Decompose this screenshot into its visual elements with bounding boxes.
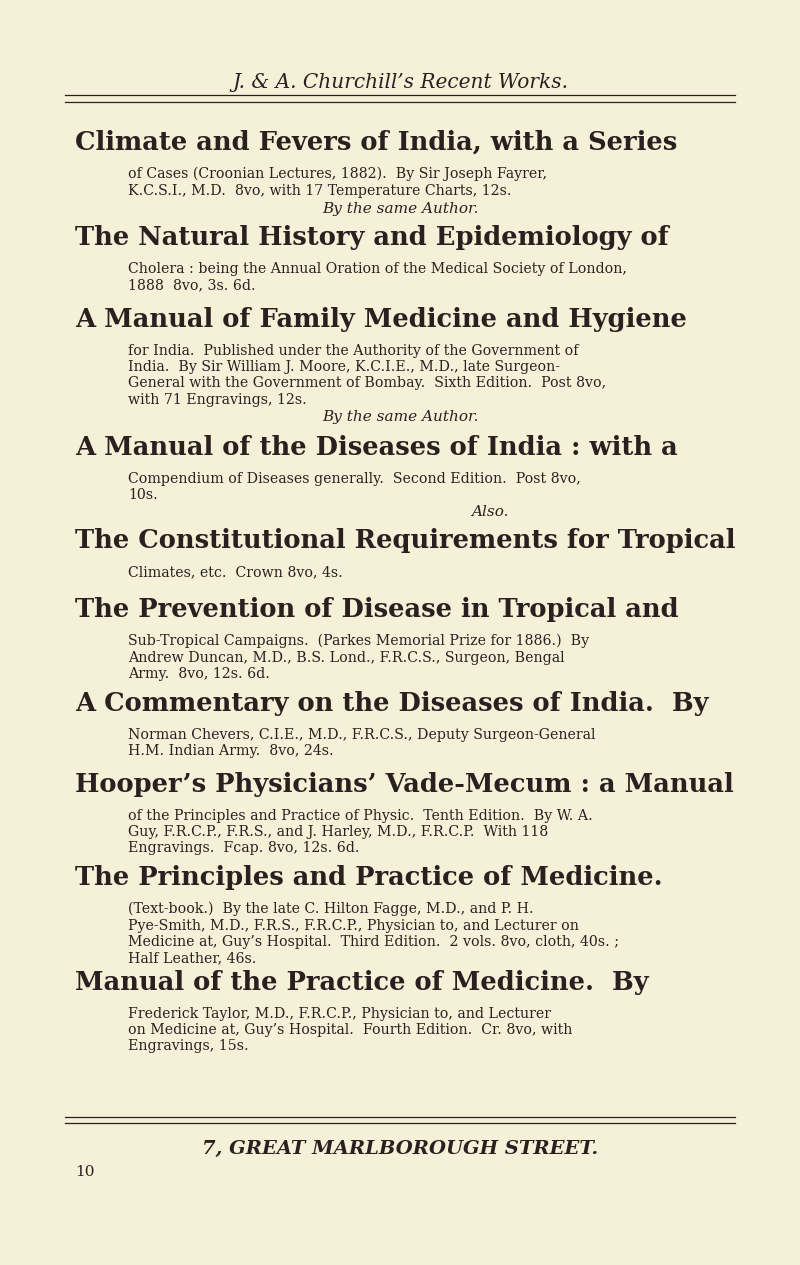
Text: Also.: Also. (471, 505, 509, 519)
Text: (Text-book.)  By the late C. Hilton Fagge, M.D., and P. H.
Pye-Smith, M.D., F.R.: (Text-book.) By the late C. Hilton Fagge… (128, 902, 619, 965)
Text: Manual of the Practice of Medicine.  By: Manual of the Practice of Medicine. By (75, 970, 649, 996)
Text: Frederick Taylor, M.D., F.R.C.P., Physician to, and Lecturer
on Medicine at, Guy: Frederick Taylor, M.D., F.R.C.P., Physic… (128, 1007, 572, 1054)
Text: for India.  Published under the Authority of the Government of
India.  By Sir Wi: for India. Published under the Authority… (128, 344, 606, 406)
Text: 7, GREAT MARLBOROUGH STREET.: 7, GREAT MARLBOROUGH STREET. (202, 1140, 598, 1157)
Text: Cholera : being the Annual Oration of the Medical Society of London,
1888  8vo, : Cholera : being the Annual Oration of th… (128, 262, 627, 292)
Text: of Cases (Croonian Lectures, 1882).  By Sir Joseph Fayrer,
K.C.S.I., M.D.  8vo, : of Cases (Croonian Lectures, 1882). By S… (128, 167, 547, 197)
Text: The Prevention of Disease in Tropical and: The Prevention of Disease in Tropical an… (75, 597, 678, 622)
Text: The Principles and Practice of Medicine.: The Principles and Practice of Medicine. (75, 865, 662, 891)
Text: The Natural History and Epidemiology of: The Natural History and Epidemiology of (75, 225, 669, 250)
Text: Climate and Fevers of India, with a Series: Climate and Fevers of India, with a Seri… (75, 130, 678, 156)
Text: Norman Chevers, C.I.E., M.D., F.R.C.S., Deputy Surgeon-General
H.M. Indian Army.: Norman Chevers, C.I.E., M.D., F.R.C.S., … (128, 727, 595, 758)
Text: A Commentary on the Diseases of India.  By: A Commentary on the Diseases of India. B… (75, 691, 709, 716)
Text: A Manual of the Diseases of India : with a: A Manual of the Diseases of India : with… (75, 435, 678, 460)
Text: By the same Author.: By the same Author. (322, 410, 478, 424)
Text: J. & A. Churchill’s Recent Works.: J. & A. Churchill’s Recent Works. (232, 73, 568, 92)
Text: 10: 10 (75, 1165, 94, 1179)
Text: Climates, etc.  Crown 8vo, 4s.: Climates, etc. Crown 8vo, 4s. (128, 565, 342, 579)
Text: The Constitutional Requirements for Tropical: The Constitutional Requirements for Trop… (75, 528, 735, 553)
Text: Hooper’s Physicians’ Vade-Mecum : a Manual: Hooper’s Physicians’ Vade-Mecum : a Manu… (75, 772, 734, 797)
Text: Compendium of Diseases generally.  Second Edition.  Post 8vo,
10s.: Compendium of Diseases generally. Second… (128, 472, 581, 502)
Text: of the Principles and Practice of Physic.  Tenth Edition.  By W. A.
Guy, F.R.C.P: of the Principles and Practice of Physic… (128, 810, 593, 855)
Text: A Manual of Family Medicine and Hygiene: A Manual of Family Medicine and Hygiene (75, 307, 687, 331)
Text: Sub-Tropical Campaigns.  (Parkes Memorial Prize for 1886.)  By
Andrew Duncan, M.: Sub-Tropical Campaigns. (Parkes Memorial… (128, 634, 589, 681)
Text: By the same Author.: By the same Author. (322, 202, 478, 216)
